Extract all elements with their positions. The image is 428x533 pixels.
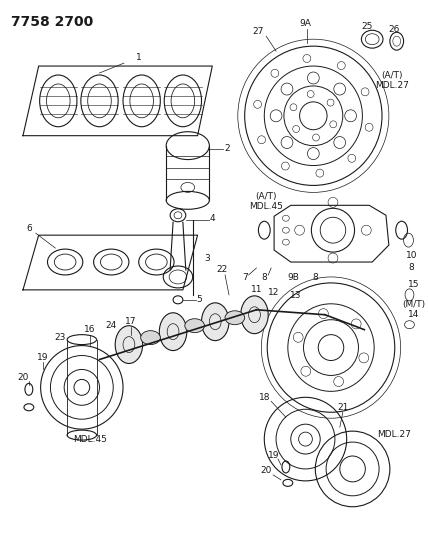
Text: 3: 3 [205,254,210,263]
Text: 16: 16 [84,325,95,334]
Text: 4: 4 [209,214,215,223]
Text: (M/T): (M/T) [402,300,425,309]
Text: 24: 24 [106,321,117,330]
Text: (A/T): (A/T) [381,71,403,80]
Text: 8: 8 [409,263,414,272]
Text: 13: 13 [290,292,301,301]
Ellipse shape [185,319,205,333]
Text: 19: 19 [268,450,280,459]
Text: 7758 2700: 7758 2700 [11,15,93,29]
Text: 23: 23 [54,333,66,342]
Text: 1: 1 [136,53,142,62]
Text: 2: 2 [224,144,230,153]
Text: 21: 21 [337,403,348,412]
Text: 7: 7 [242,273,247,282]
Text: 20: 20 [261,466,272,475]
Text: 9A: 9A [300,19,312,28]
Text: 9B: 9B [288,273,300,282]
Text: 26: 26 [388,25,399,34]
Text: 20: 20 [17,373,29,382]
Text: 11: 11 [251,285,262,294]
Text: 8: 8 [262,273,267,282]
Text: 8: 8 [312,273,318,282]
Text: MDL.27: MDL.27 [375,82,409,91]
Text: 22: 22 [217,265,228,274]
Text: 10: 10 [406,251,417,260]
Text: 17: 17 [125,317,137,326]
Ellipse shape [115,326,143,364]
Text: 5: 5 [197,295,202,304]
Text: MDL.45: MDL.45 [250,202,283,211]
Text: MDL.27: MDL.27 [377,430,411,439]
Ellipse shape [141,330,160,345]
Ellipse shape [241,296,268,334]
Text: 25: 25 [362,22,373,31]
Text: 14: 14 [408,310,419,319]
Text: 19: 19 [37,353,48,362]
Text: 27: 27 [253,27,264,36]
Ellipse shape [225,311,245,325]
Text: (A/T): (A/T) [256,192,277,201]
Ellipse shape [202,303,229,341]
Text: 6: 6 [26,224,32,233]
Text: 12: 12 [268,288,280,297]
Text: 15: 15 [407,280,419,289]
Text: 18: 18 [259,393,270,402]
Text: MDL.45: MDL.45 [73,434,107,443]
Ellipse shape [159,313,187,351]
